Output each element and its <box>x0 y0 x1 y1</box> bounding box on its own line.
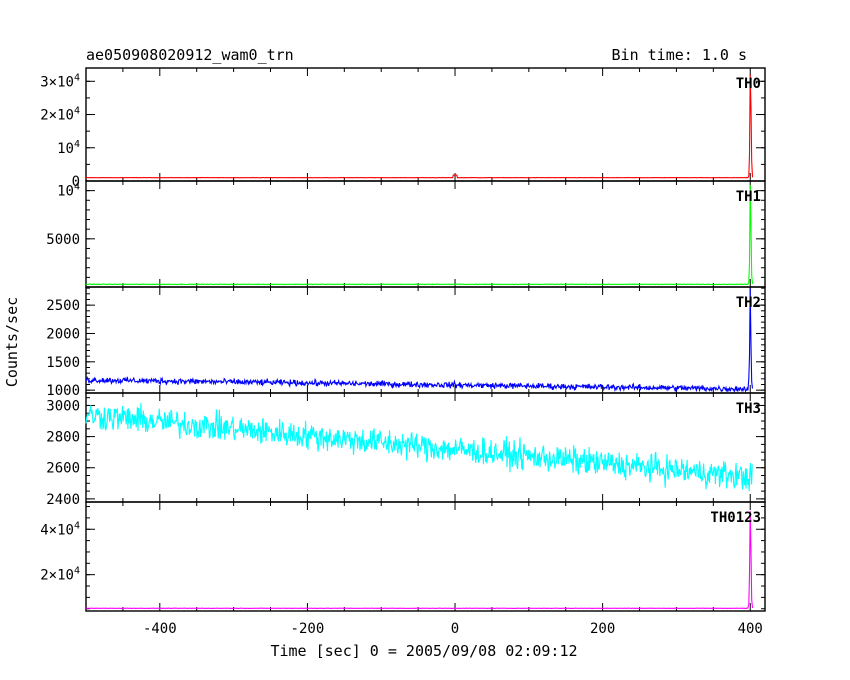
panel-th0: 0 104 2×104 3×104 TH0 <box>40 67 766 190</box>
y-axis-label: Counts/sec <box>3 297 21 387</box>
series-line-th1 <box>85 184 754 286</box>
y-tick-label: 104 <box>57 182 80 200</box>
y-tick-label: 104 <box>57 139 80 157</box>
panel-label: TH0123 <box>710 510 761 526</box>
panel-label: TH0 <box>736 76 761 92</box>
x-tick-labels: -400 -200 0 200 400 <box>143 621 763 637</box>
series-line-th0123 <box>85 511 754 610</box>
series-line-th2 <box>85 288 754 394</box>
x-axis-label: Time [sec] 0 = 2005/09/08 02:09:12 <box>270 642 577 660</box>
y-tick-label: 2400 <box>46 492 80 508</box>
y-tick-label: 1500 <box>46 355 80 371</box>
y-tick-label: 0 <box>72 174 80 190</box>
y-tick-label: 2000 <box>46 326 80 342</box>
x-tick-label: -200 <box>291 621 325 637</box>
y-tick-label: 2800 <box>46 430 80 446</box>
y-tick-label: 3×104 <box>40 72 80 90</box>
y-tick-label: 2×104 <box>40 106 80 124</box>
y-tick-label: 2500 <box>46 298 80 314</box>
panel-label: TH3 <box>736 401 761 417</box>
chart-title: ae050908020912_wam0_trn <box>86 46 294 64</box>
panel-th3: 2400 2600 2800 3000 TH3 <box>46 392 766 508</box>
y-tick-label: 3000 <box>46 398 80 414</box>
y-tick-label: 5000 <box>46 232 80 248</box>
x-tick-label: 400 <box>738 621 763 637</box>
panel-frame <box>85 286 766 394</box>
panel-frame <box>85 180 766 288</box>
series-line-th3 <box>85 402 753 492</box>
x-tick-label: -400 <box>143 621 177 637</box>
bin-time-label: Bin time: 1.0 s <box>612 46 747 64</box>
panel-label: TH1 <box>736 189 761 205</box>
y-tick-label: 2×104 <box>40 566 80 584</box>
panel-frame <box>85 67 766 182</box>
panel-frame <box>85 501 766 612</box>
x-tick-label: 200 <box>590 621 615 637</box>
y-tick-label: 4×104 <box>40 520 80 538</box>
panel-th0123: 2×104 4×104 TH0123 <box>40 501 766 612</box>
panel-label: TH2 <box>736 295 761 311</box>
y-tick-label: 2600 <box>46 461 80 477</box>
y-tick-label: 1000 <box>46 383 80 399</box>
panel-th2: 1000 1500 2000 2500 TH2 <box>46 286 766 399</box>
series-line-th0 <box>85 74 754 179</box>
x-tick-label: 0 <box>451 621 459 637</box>
panel-th1: 5000 104 TH1 <box>46 180 766 288</box>
